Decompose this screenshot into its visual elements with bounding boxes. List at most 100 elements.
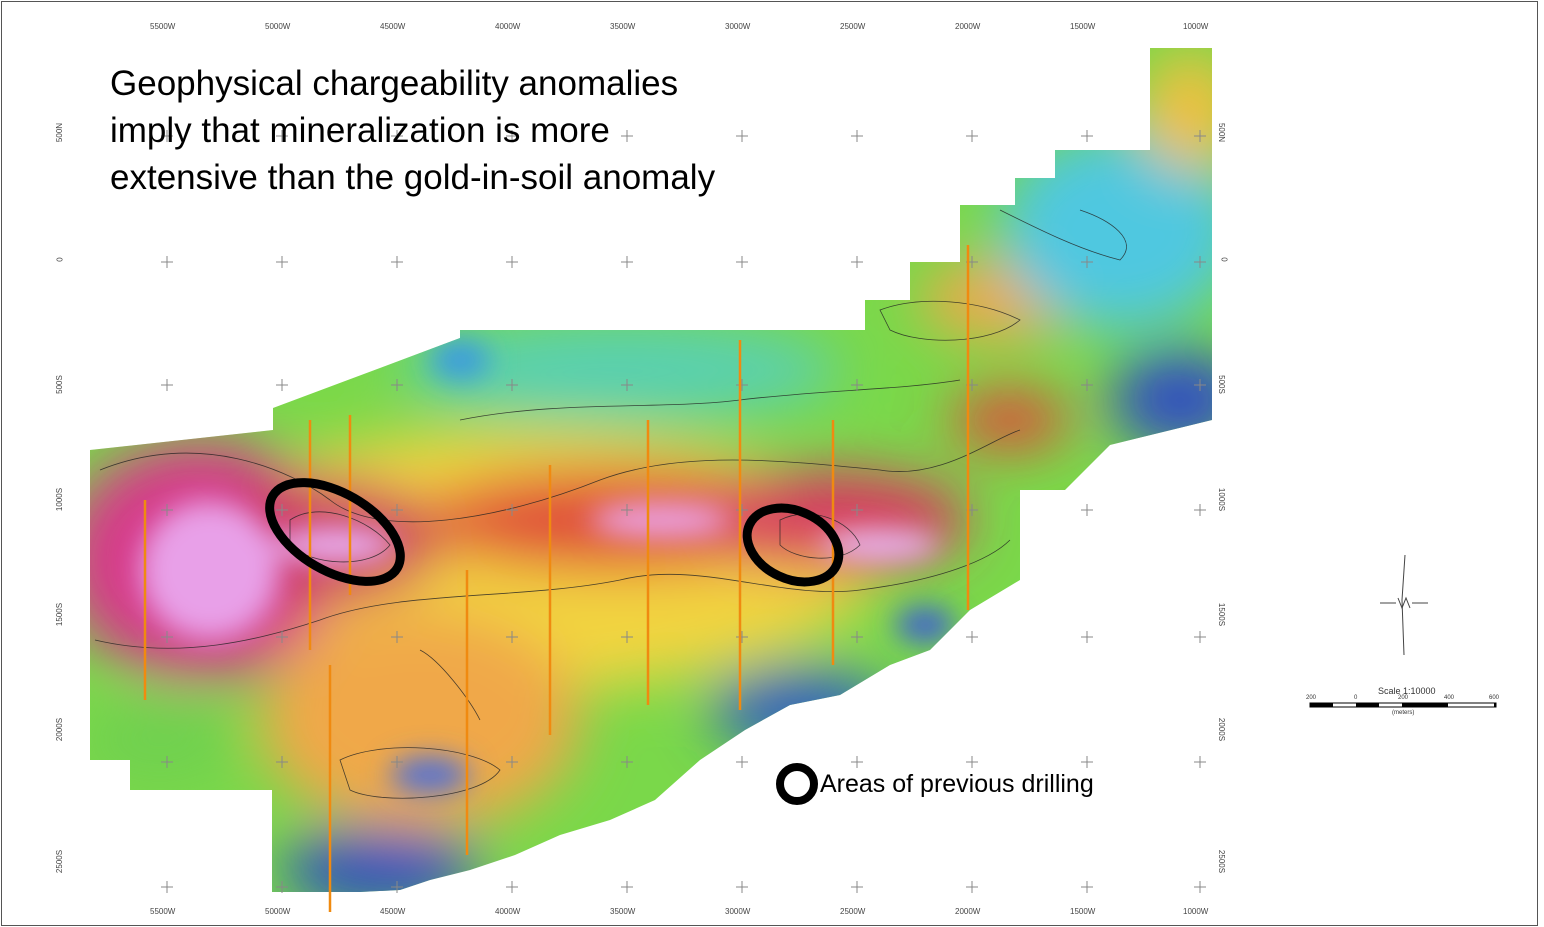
grid-cross	[851, 379, 863, 391]
x-tick-top: 4500W	[380, 22, 406, 31]
grid-cross	[276, 631, 288, 643]
grid-cross	[736, 631, 748, 643]
grid-cross	[276, 256, 288, 268]
grid-cross	[391, 130, 403, 142]
grid-cross	[1194, 504, 1206, 516]
grid-cross	[506, 631, 518, 643]
grid-cross	[621, 756, 633, 768]
scale-bar	[1309, 702, 1497, 708]
grid-cross	[506, 881, 518, 893]
title-line-3: extensive than the gold-in-soil anomaly	[110, 158, 716, 197]
grid-cross	[1081, 256, 1093, 268]
x-tick-bottom: 2500W	[840, 907, 866, 916]
grid-cross	[276, 756, 288, 768]
north-arrow-icon	[1380, 554, 1428, 656]
x-tick-top: 1000W	[1183, 22, 1209, 31]
grid-cross	[506, 756, 518, 768]
grid-cross	[851, 504, 863, 516]
legend-label: Areas of previous drilling	[820, 769, 1094, 798]
x-tick-top: 1500W	[1070, 22, 1096, 31]
scale-number: 400	[1444, 695, 1455, 701]
x-tick-bottom: 3000W	[725, 907, 751, 916]
grid-cross	[391, 256, 403, 268]
grid-cross	[966, 130, 978, 142]
scale-title: Scale 1:10000	[1378, 686, 1436, 696]
grid-cross	[966, 756, 978, 768]
y-tick-left: 2500S	[55, 849, 65, 874]
grid-cross	[736, 881, 748, 893]
y-tick-left: 1000S	[55, 487, 65, 512]
x-tick-top: 4000W	[495, 22, 521, 31]
y-tick-right: 500S	[1216, 375, 1226, 394]
map-title: Geophysical chargeability anomalies impl…	[110, 60, 970, 201]
grid-cross	[161, 756, 173, 768]
x-tick-bottom: 1500W	[1070, 907, 1096, 916]
x-tick-bottom: 4000W	[495, 907, 521, 916]
x-tick-bottom: 2000W	[955, 907, 981, 916]
y-tick-left: 1500S	[55, 602, 65, 627]
x-tick-bottom: 5000W	[265, 907, 291, 916]
grid-cross	[506, 379, 518, 391]
grid-cross	[1194, 881, 1206, 893]
y-tick-right: 1000S	[1217, 487, 1227, 512]
grid-cross	[736, 130, 748, 142]
grid-cross	[966, 631, 978, 643]
grid-cross	[1081, 631, 1093, 643]
grid-cross	[276, 379, 288, 391]
grid-cross	[851, 756, 863, 768]
grid-crosses	[161, 130, 1206, 893]
previous-drilling-areas	[265, 478, 844, 587]
anomaly-surface	[90, 48, 1212, 892]
y-tick-right: 2500S	[1217, 849, 1227, 874]
drill-lines	[143, 245, 970, 912]
grid-cross	[161, 256, 173, 268]
x-tick-bottom: 3500W	[610, 907, 636, 916]
grid-cross	[1194, 379, 1206, 391]
grid-cross	[736, 256, 748, 268]
grid-cross	[161, 130, 173, 142]
grid-cross	[851, 130, 863, 142]
grid-cross	[391, 631, 403, 643]
grid-cross	[736, 379, 748, 391]
grid-cross	[1081, 379, 1093, 391]
y-tick-right: 0	[1219, 257, 1229, 262]
grid-cross	[736, 756, 748, 768]
grid-cross	[1081, 756, 1093, 768]
y-tick-right: 1500S	[1217, 602, 1227, 627]
grid-cross	[161, 504, 173, 516]
grid-cross	[1194, 130, 1206, 142]
x-tick-bottom: 1000W	[1183, 907, 1209, 916]
grid-cross	[1081, 881, 1093, 893]
x-tick-top: 3500W	[610, 22, 636, 31]
scale-number: 0	[1354, 695, 1358, 701]
grid-cross	[621, 379, 633, 391]
x-tick-top: 2500W	[840, 22, 866, 31]
grid-cross	[1081, 130, 1093, 142]
y-tick-left: 500S	[54, 375, 64, 394]
grid-cross	[391, 756, 403, 768]
grid-cross	[506, 504, 518, 516]
scale-unit: (meters)	[1392, 710, 1415, 716]
y-tick-left: 500N	[55, 122, 65, 143]
scale-number: 200	[1306, 695, 1317, 701]
grid-cross	[736, 504, 748, 516]
grid-cross	[966, 881, 978, 893]
grid-cross	[391, 504, 403, 516]
grid-cross	[161, 379, 173, 391]
x-tick-bottom: 4500W	[380, 907, 406, 916]
grid-cross	[1194, 256, 1206, 268]
scale-number: 600	[1489, 695, 1500, 701]
grid-cross	[161, 631, 173, 643]
title-line-2: imply that mineralization is more	[110, 111, 610, 150]
grid-cross	[621, 256, 633, 268]
x-tick-top: 5000W	[265, 22, 291, 31]
grid-cross	[621, 631, 633, 643]
x-tick-top: 2000W	[955, 22, 981, 31]
drilling-area-icon	[776, 763, 818, 805]
grid-cross	[1081, 504, 1093, 516]
grid-cross	[1194, 631, 1206, 643]
grid-cross	[851, 631, 863, 643]
x-tick-bottom: 5500W	[150, 907, 176, 916]
grid-cross	[506, 256, 518, 268]
